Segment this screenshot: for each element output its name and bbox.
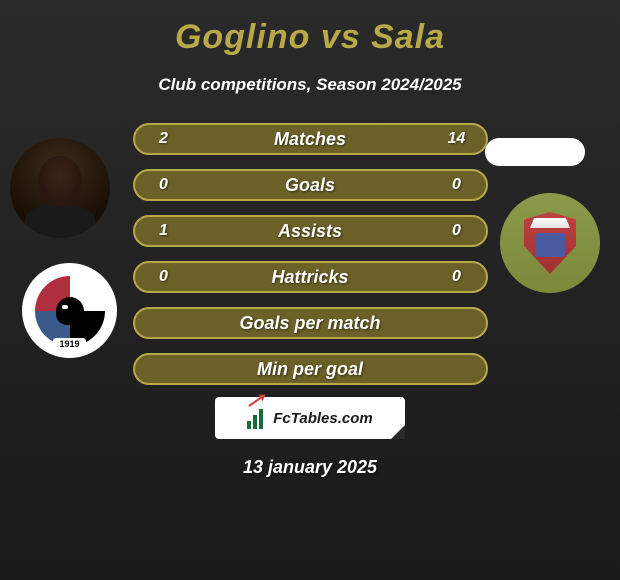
fctables-branding[interactable]: FcTables.com <box>215 397 405 439</box>
stat-row-assists: 1 Assists 0 <box>133 215 488 247</box>
fctables-logo: FcTables.com <box>247 407 372 429</box>
subtitle: Club competitions, Season 2024/2025 <box>158 75 461 95</box>
shield-inner-icon <box>535 233 565 257</box>
stat-row-goals-per-match: Goals per match <box>133 307 488 339</box>
stat-value-left: 2 <box>149 130 179 148</box>
player-avatar-right <box>485 138 585 166</box>
stat-row-goals: 0 Goals 0 <box>133 169 488 201</box>
stat-label: Hattricks <box>271 267 348 288</box>
stat-label: Min per goal <box>257 359 363 380</box>
fctables-chart-icon <box>247 407 269 429</box>
date-text: 13 january 2025 <box>243 457 377 478</box>
stat-row-matches: 2 Matches 14 <box>133 123 488 155</box>
stat-label: Goals per match <box>239 313 380 334</box>
stat-value-right: 0 <box>442 222 472 240</box>
stat-row-hattricks: 0 Hattricks 0 <box>133 261 488 293</box>
stat-value-right: 0 <box>442 176 472 194</box>
stat-label: Matches <box>274 129 346 150</box>
stat-value-left: 1 <box>149 222 179 240</box>
main-container: Goglino vs Sala Club competitions, Seaso… <box>0 0 620 488</box>
team-badge-left: 1919 <box>22 263 117 358</box>
stat-value-right: 14 <box>442 130 472 148</box>
team-badge-right-shield-icon <box>524 212 576 274</box>
team-badge-right <box>500 193 600 293</box>
team-badge-left-year: 1919 <box>53 338 85 350</box>
stat-value-right: 0 <box>442 268 472 286</box>
player-avatar-left <box>10 138 110 238</box>
stat-label: Goals <box>285 175 335 196</box>
stats-column: 2 Matches 14 0 Goals 0 1 Assists 0 0 Hat… <box>133 123 488 385</box>
stat-row-min-per-goal: Min per goal <box>133 353 488 385</box>
fctables-text: FcTables.com <box>273 410 372 427</box>
team-badge-left-head-icon <box>56 297 84 325</box>
stat-value-left: 0 <box>149 268 179 286</box>
page-title: Goglino vs Sala <box>175 18 445 57</box>
stat-value-left: 0 <box>149 176 179 194</box>
team-badge-left-shield-icon <box>35 276 105 346</box>
stat-label: Assists <box>278 221 342 242</box>
fctables-corner-icon <box>391 425 405 439</box>
content-area: 1919 2 Matches 14 0 Goals 0 1 Assists 0 <box>0 123 620 385</box>
